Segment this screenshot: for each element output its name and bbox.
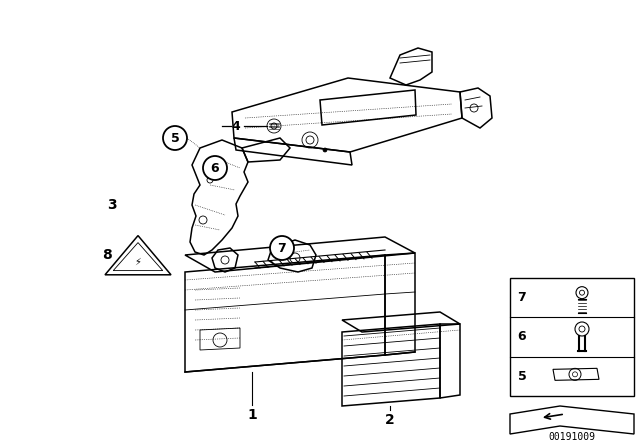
Text: 6: 6 [211,161,220,175]
Circle shape [323,148,327,152]
Text: 00191009: 00191009 [548,432,595,442]
Text: 2: 2 [385,413,395,427]
Circle shape [163,126,187,150]
Text: 7: 7 [518,291,526,304]
Text: 5: 5 [518,370,526,383]
Circle shape [203,156,227,180]
Text: 1: 1 [247,408,257,422]
Circle shape [270,236,294,260]
Text: 5: 5 [171,132,179,145]
Text: 3: 3 [107,198,117,212]
Text: 7: 7 [278,241,286,254]
Bar [510,278,634,396]
Text: 8: 8 [102,248,112,262]
Text: ⚡: ⚡ [134,257,141,267]
Text: 6: 6 [518,331,526,344]
Text: 4: 4 [232,120,241,133]
